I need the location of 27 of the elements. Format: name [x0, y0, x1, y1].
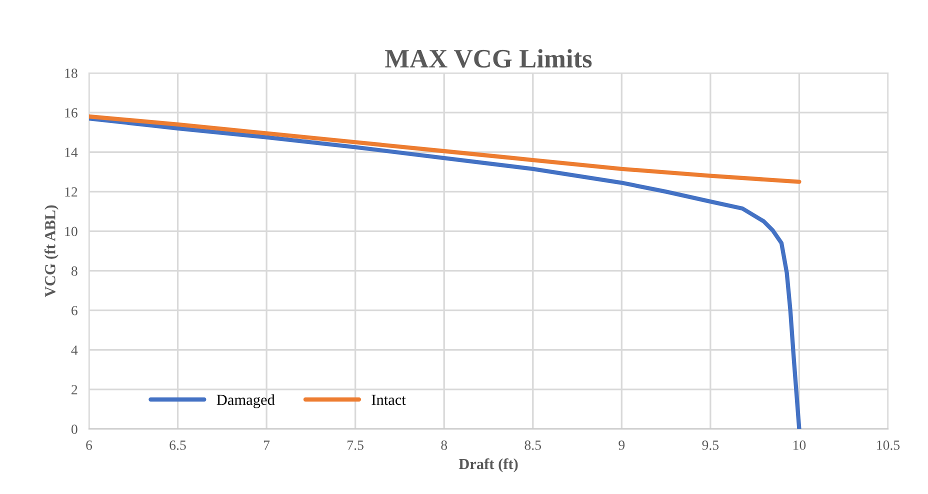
line-series — [89, 116, 802, 429]
x-tick-label: 10 — [794, 440, 806, 450]
y-tick-label: 16 — [65, 108, 78, 118]
line-series — [89, 114, 802, 184]
x-tick-label: 9.5 — [702, 440, 719, 450]
y-axis-title: VCG (ft ABL) — [44, 205, 58, 298]
x-tick-label: 7 — [264, 440, 270, 450]
y-tick-label: 2 — [72, 385, 78, 394]
legend-label: Damaged — [216, 394, 275, 408]
y-tick-label: 18 — [65, 68, 78, 78]
y-tick-label: 14 — [65, 148, 78, 157]
y-tick-label: 12 — [65, 187, 78, 196]
x-tick-label: 8.5 — [524, 440, 542, 450]
x-tick-label: 6.5 — [170, 440, 186, 450]
y-tick-label: 4 — [71, 346, 78, 355]
chart-title: MAX VCG Limits — [385, 49, 592, 68]
x-tick-label: 7.5 — [348, 440, 364, 450]
y-tick-label: 10 — [65, 226, 78, 236]
x-tick-label: 9 — [618, 440, 625, 450]
x-tick-label: 10.5 — [877, 440, 900, 450]
y-tick-label: 0 — [71, 424, 78, 434]
y-tick-label: 8 — [71, 266, 78, 276]
x-tick-label: 8 — [441, 440, 448, 450]
x-tick-label: 6 — [86, 440, 92, 450]
legend-label: Intact — [372, 394, 406, 405]
x-axis-title: Draft (ft) — [458, 458, 518, 472]
y-tick-label: 6 — [72, 306, 78, 316]
